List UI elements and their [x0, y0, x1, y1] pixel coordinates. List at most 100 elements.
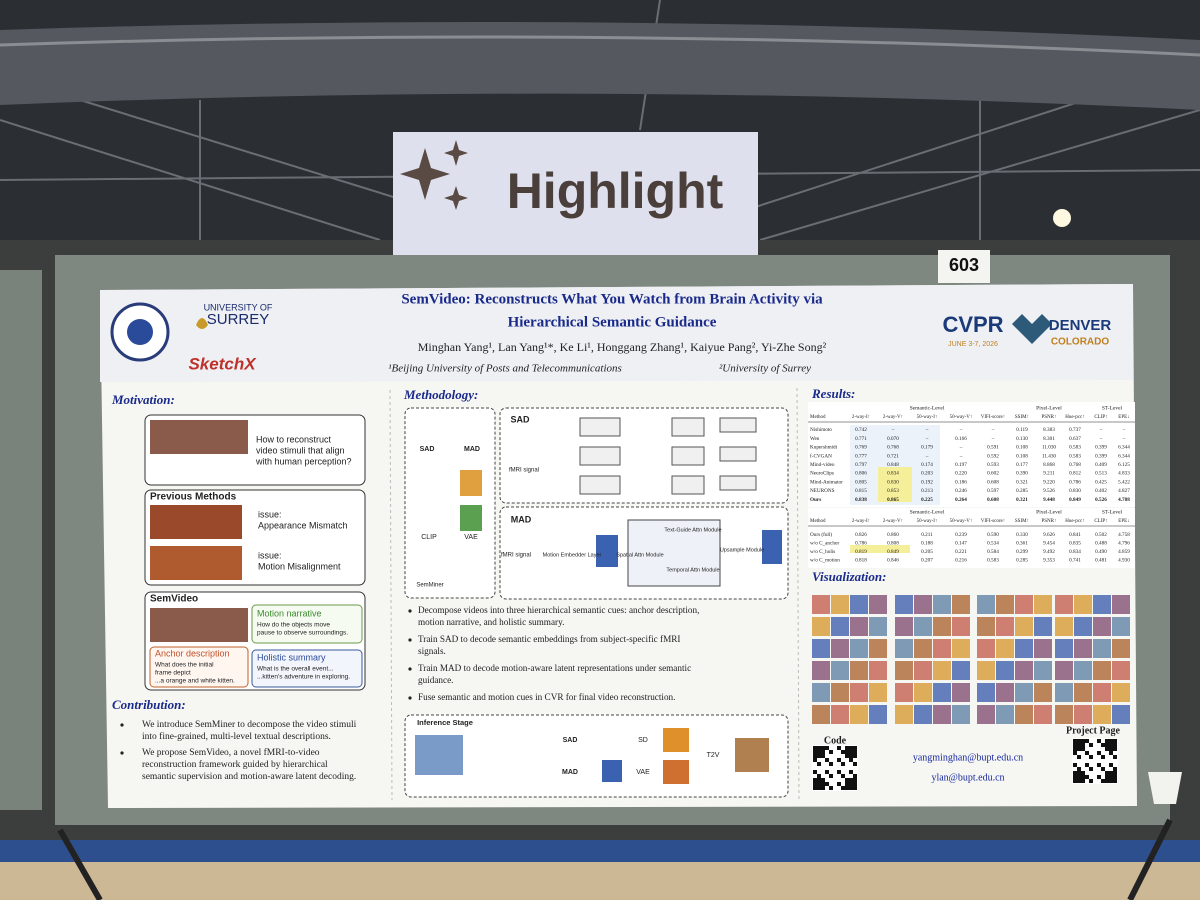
table-cell: 0.239 [955, 532, 967, 538]
table-cell: 0.207 [921, 558, 933, 564]
bullet [120, 723, 124, 727]
table-cell: Ours [810, 497, 821, 503]
table-cell: – [925, 436, 929, 442]
vis-frame [850, 683, 868, 702]
section-heading: Motivation: [111, 392, 175, 407]
table-cell: 4.827 [1118, 488, 1130, 494]
table-cell: 0.409 [1095, 462, 1107, 468]
sparkle-icon [444, 140, 468, 166]
label: Appearance Mismatch [258, 520, 348, 530]
vis-frame [1055, 617, 1073, 636]
qr-cell [821, 786, 825, 790]
table-group: Semantic-Level [910, 509, 945, 515]
table-cell: 8.383 [1043, 427, 1055, 433]
label: We introduce SemMiner to decompose the v… [142, 720, 357, 730]
qr-cell [1085, 775, 1089, 779]
qr-cell [845, 786, 849, 790]
vis-frame [952, 595, 970, 614]
duct-edge [0, 35, 1200, 57]
qr-cell [821, 754, 825, 758]
table-cell: – [959, 445, 963, 451]
table-cell: 0.593 [987, 462, 999, 468]
label: issue: [258, 509, 282, 519]
table-header: VIFI-score↑ [981, 519, 1005, 524]
qr-cell [813, 786, 817, 790]
vis-frame [869, 639, 887, 658]
label: ...kitten's adventure in exploring. [257, 674, 350, 681]
qr-cell [813, 758, 817, 762]
table-cell: 0.264 [955, 497, 967, 503]
vis-frame [1112, 683, 1130, 702]
vis-frame [812, 595, 830, 614]
qr-cell [853, 754, 857, 758]
qr-cell [1113, 739, 1117, 743]
vis-frame [1093, 683, 1111, 702]
table-cell: 0.402 [1095, 488, 1107, 494]
vis-frame [914, 617, 932, 636]
table-header: 50-way-V↑ [950, 415, 973, 420]
table-cell: 0.108 [1016, 445, 1028, 451]
vis-frame [952, 661, 970, 680]
inference-panel [404, 714, 789, 798]
table-cell: 0.481 [1095, 558, 1107, 564]
qr-cell [829, 774, 833, 778]
vis-frame [895, 595, 913, 614]
table-header: SSIM↑ [1015, 415, 1029, 420]
vis-frame [977, 705, 995, 724]
table-cell: 0.777 [855, 453, 867, 459]
sign-text: Highlight [507, 163, 724, 219]
qr-cell [813, 778, 817, 782]
qr-cell [1077, 739, 1081, 743]
qr-cell [1113, 755, 1117, 759]
affiliation: ²University of Surrey [719, 363, 811, 375]
table-cell: 0.805 [855, 479, 867, 485]
column-divider [389, 389, 393, 801]
vis-frame [952, 617, 970, 636]
table-cell: 0.830 [887, 479, 899, 485]
qr-cell [1105, 779, 1109, 783]
table-cell: 0.815 [855, 488, 867, 494]
table-cell: 0.848 [887, 462, 899, 468]
section-heading: Results: [811, 386, 855, 401]
denver-logo [1012, 314, 1052, 344]
table-cell: 0.768 [887, 445, 899, 451]
qr-cell [853, 782, 857, 786]
vis-frame [977, 661, 995, 680]
qr-cell [813, 782, 817, 786]
vis-frame [869, 705, 887, 724]
table-cell: 0.769 [855, 445, 867, 451]
table-cell: 0.838 [855, 497, 867, 503]
vis-frame [1015, 683, 1033, 702]
table-cell: 0.826 [855, 532, 867, 538]
qr-cell [1077, 771, 1081, 775]
qr-cell [1077, 767, 1081, 771]
visualization-grid [812, 595, 1130, 724]
qr-cell [1089, 755, 1093, 759]
table-cell: w/o C_holis [810, 549, 835, 555]
table-cell: 0.608 [987, 479, 999, 485]
table-cell: 4.758 [1118, 532, 1130, 538]
qr-cell [1077, 743, 1081, 747]
vis-frame [812, 683, 830, 702]
table-cell: 0.741 [1069, 558, 1081, 564]
cup [1148, 772, 1182, 804]
qr-cell [1081, 779, 1085, 783]
latent-stack [460, 470, 482, 496]
vis-frame [1034, 705, 1052, 724]
table-group: Pixel-Level [1036, 509, 1062, 515]
qr-cell [1073, 763, 1077, 767]
table-cell: 4.833 [1118, 471, 1130, 477]
ceiling-light [1053, 209, 1071, 227]
output-frame [735, 738, 769, 772]
table-cell: 0.860 [887, 532, 899, 538]
qr-cell [845, 778, 849, 782]
sad-blocks [579, 417, 757, 495]
table-group: Pixel-Level [1036, 405, 1062, 411]
vis-frame [850, 705, 868, 724]
table-cell: 8.301 [1043, 436, 1055, 442]
qr-cell [1081, 775, 1085, 779]
table-cell: 0.786 [855, 541, 867, 547]
label: What is the overall event... [257, 666, 334, 673]
bullet [120, 751, 124, 755]
poster-title: Hierarchical Semantic Guidance [508, 314, 717, 330]
